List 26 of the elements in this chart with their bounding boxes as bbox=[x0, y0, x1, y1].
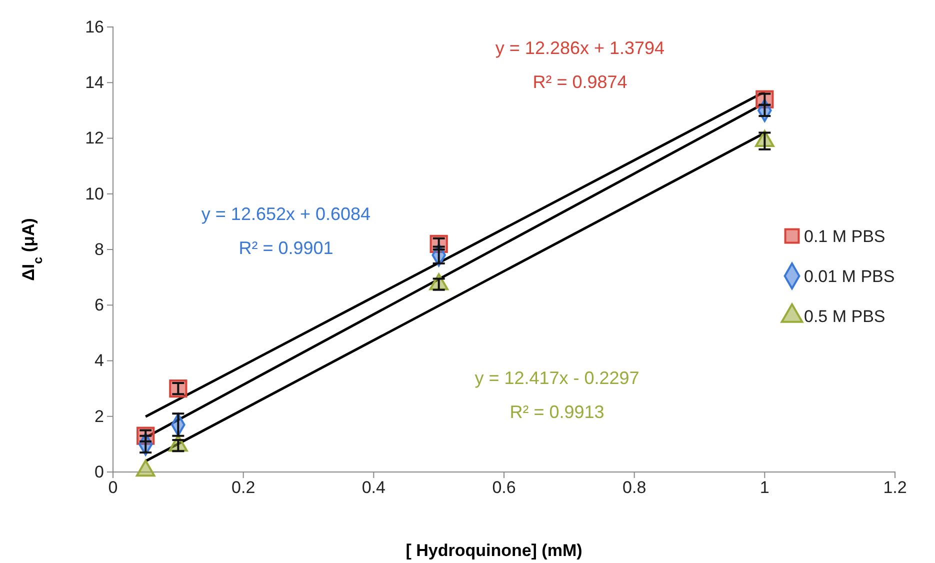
x-tick-label: 0.6 bbox=[492, 478, 516, 498]
annotation: R² = 0.9913 bbox=[510, 402, 604, 422]
x-tick-label: 1.2 bbox=[883, 478, 907, 498]
y-tick-label: 4 bbox=[94, 351, 104, 370]
x-tick-label: 0.4 bbox=[362, 478, 386, 498]
x-tick-label: 0.2 bbox=[232, 478, 256, 498]
y-tick-label: 16 bbox=[85, 17, 104, 36]
y-tick-label: 8 bbox=[94, 240, 104, 259]
x-tick-label: 0.8 bbox=[622, 478, 646, 498]
y-tick-label: 6 bbox=[94, 296, 104, 315]
legend-label: 0.01 M PBS bbox=[804, 267, 895, 286]
y-tick-label: 0 bbox=[94, 462, 104, 482]
annotation: y = 12.652x + 0.6084 bbox=[201, 204, 371, 224]
legend-label: 0.1 M PBS bbox=[804, 227, 886, 246]
y-tick-label: 10 bbox=[85, 184, 104, 204]
x-tick-label: 1 bbox=[760, 478, 770, 498]
x-tick-label: 0 bbox=[108, 478, 118, 498]
annotation: R² = 0.9901 bbox=[238, 238, 334, 258]
y-tick-label: 14 bbox=[85, 73, 104, 92]
y-tick-label: 12 bbox=[85, 128, 104, 148]
legend-label: 0.5 M PBS bbox=[804, 307, 886, 326]
annotation: y = 12.417x - 0.2297 bbox=[474, 368, 640, 388]
annotation: y = 12.286x + 1.3794 bbox=[495, 38, 665, 58]
x-axis-title: [ Hydroquinone] (mM) bbox=[406, 541, 582, 560]
annotation: R² = 0.9874 bbox=[532, 72, 628, 92]
y-tick-label: 2 bbox=[94, 406, 104, 426]
